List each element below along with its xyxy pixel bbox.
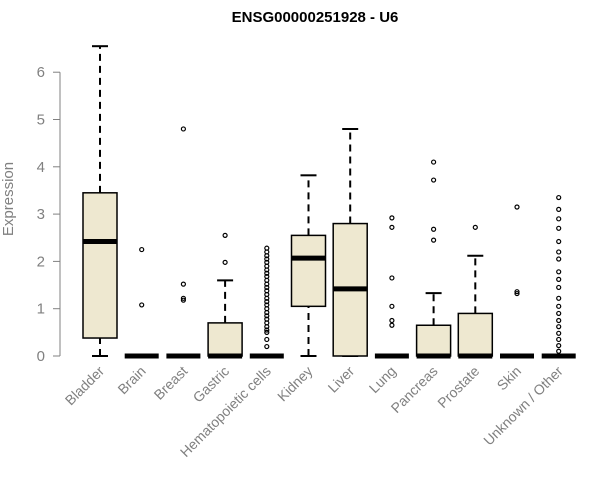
box-iqr [415, 324, 452, 357]
outlier-point [431, 159, 437, 165]
outlier-point [556, 194, 562, 201]
outlier-point [431, 226, 437, 232]
outlier-point [139, 302, 145, 308]
box-group [500, 204, 534, 359]
outlier-point [264, 343, 270, 350]
outlier-point [431, 237, 437, 243]
outlier-point [556, 249, 562, 255]
y-tick-label: 6 [37, 64, 45, 81]
outlier-point [264, 313, 270, 319]
outlier-point [556, 238, 562, 245]
outlier-point [264, 259, 270, 265]
box-group [166, 126, 201, 359]
outlier-point [389, 215, 395, 221]
y-tick-label: 0 [37, 348, 45, 365]
outlier-point [556, 348, 562, 354]
outlier-point [264, 284, 270, 291]
x-tick-label: Skin [494, 363, 525, 394]
box-group [415, 159, 452, 359]
box-iqr [290, 234, 327, 308]
outlier-point [556, 276, 562, 282]
outlier-point [264, 273, 270, 280]
y-tick-label: 2 [37, 253, 45, 270]
outlier-point [264, 299, 270, 305]
outlier-point [556, 310, 562, 317]
outlier-point [556, 303, 562, 309]
x-tick-label: Breast [151, 363, 191, 403]
x-tick-label: Prostate [434, 363, 482, 411]
outlier-point [556, 295, 562, 301]
outlier-point [389, 303, 395, 309]
outlier-point [264, 288, 270, 294]
box-group [374, 215, 409, 359]
x-tick-label: Brain [114, 363, 148, 397]
outlier-point [514, 290, 520, 297]
x-tick-label: Bladder [62, 363, 108, 409]
outlier-point [264, 327, 270, 333]
outlier-point [514, 204, 520, 210]
x-tick-label: Unknown / Other [480, 363, 566, 449]
outlier-point [180, 297, 186, 303]
outlier-point [389, 275, 395, 281]
box-group [290, 174, 327, 357]
y-tick-label: 4 [37, 159, 45, 176]
outlier-point [472, 224, 478, 230]
outlier-point [180, 126, 186, 132]
outlier-point [556, 336, 562, 343]
box-group [207, 232, 243, 359]
box-group [249, 245, 284, 359]
box-group [124, 246, 159, 359]
outlier-point [180, 281, 186, 287]
box-iqr [457, 312, 494, 357]
y-tick-label: 3 [37, 206, 45, 223]
outlier-point [264, 256, 270, 262]
outlier-point [389, 224, 395, 230]
boxes-layer [82, 45, 576, 359]
outlier-point [264, 302, 270, 308]
outlier-point [389, 322, 395, 328]
outlier-point [222, 259, 228, 265]
y-tick-label: 1 [37, 301, 45, 318]
outlier-point [514, 289, 520, 295]
x-tick-label: Liver [325, 363, 358, 396]
box-group [332, 127, 368, 357]
x-tick-label: Lung [366, 363, 399, 396]
outlier-point [556, 216, 562, 222]
box-group [541, 194, 576, 359]
box-iqr [82, 192, 118, 339]
chart-title: ENSG00000251928 - U6 [232, 9, 399, 26]
outlier-point [556, 342, 562, 349]
box-iqr [207, 322, 243, 357]
outlier-point [264, 245, 270, 251]
box-group [457, 224, 494, 359]
outlier-point [556, 206, 562, 212]
outlier-point [222, 232, 228, 238]
outlier-point [264, 336, 270, 343]
outlier-point [389, 317, 395, 324]
outlier-point [556, 269, 562, 275]
outlier-point [264, 270, 270, 276]
y-axis: 0 1 2 3 4 5 6 [37, 64, 61, 365]
outlier-point [556, 324, 562, 330]
outlier-point [180, 295, 186, 301]
outlier-point [556, 330, 562, 336]
outlier-point [431, 177, 437, 183]
outlier-point [556, 317, 562, 324]
y-axis-label: Expression [0, 162, 17, 236]
outlier-point [556, 284, 562, 291]
x-tick-label: Kidney [274, 363, 316, 405]
outlier-point [264, 329, 270, 335]
outlier-point [264, 316, 270, 322]
y-tick-label: 5 [37, 112, 45, 129]
outlier-point [556, 225, 562, 231]
outlier-point [139, 246, 145, 253]
outlier-point [556, 256, 562, 262]
box-group [82, 45, 118, 357]
